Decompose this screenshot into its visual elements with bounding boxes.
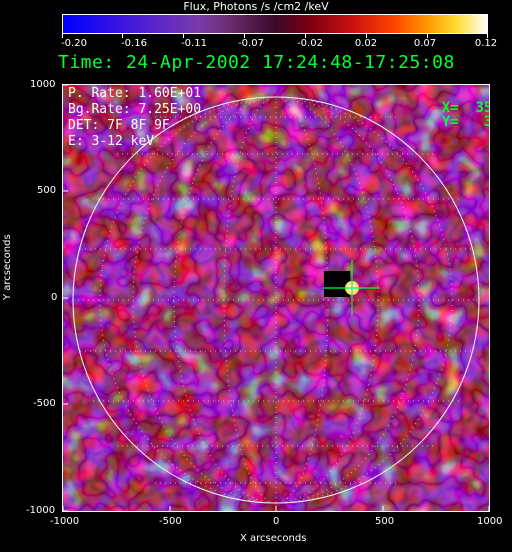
y-tick-label: 500 bbox=[37, 185, 57, 196]
cursor-y-readout: Y= 36 bbox=[408, 98, 490, 146]
colorbar-tick bbox=[305, 34, 306, 38]
solar-image-plot[interactable]: P. Rate: 1.60E+01 Bg.Rate: 7.25E+00 DET:… bbox=[62, 84, 490, 512]
colorbar-tick-label: -0.11 bbox=[181, 38, 207, 49]
y-tick-label: -500 bbox=[33, 398, 56, 409]
energy-range-text: E: 3-12 keV bbox=[68, 134, 155, 149]
colorbar-tick bbox=[122, 34, 123, 38]
colorbar-tick-label: -0.16 bbox=[121, 38, 147, 49]
x-axis-label: X arcseconds bbox=[240, 533, 307, 544]
colorbar-tick bbox=[366, 34, 367, 38]
peak-rate-text: P. Rate: 1.60E+01 bbox=[68, 86, 202, 101]
x-tick-label: 1000 bbox=[477, 516, 503, 527]
x-tick-label: 500 bbox=[375, 516, 395, 527]
y-tick-label: -1000 bbox=[26, 505, 56, 516]
colorbar-tick-label: 0.07 bbox=[413, 38, 437, 49]
colorbar-tick-label: -0.07 bbox=[238, 38, 264, 49]
colorbar-tick bbox=[62, 34, 63, 38]
background-rate-text: Bg.Rate: 7.25E+00 bbox=[68, 102, 202, 117]
y-axis-label: Y arcseconds bbox=[2, 234, 13, 300]
colorbar-tick-label: -0.20 bbox=[61, 38, 87, 49]
colorbar bbox=[62, 14, 488, 34]
y-tick-label: 1000 bbox=[30, 79, 56, 90]
time-range-title: Time: 24-Apr-2002 17:24:48-17:25:08 bbox=[58, 52, 455, 73]
colorbar-tick bbox=[183, 34, 184, 38]
x-tick-label: 0 bbox=[273, 516, 280, 527]
colorbar-title: Flux, Photons /s /cm2 /keV bbox=[183, 0, 329, 13]
colorbar-tick-label: 0.02 bbox=[354, 38, 378, 49]
colorbar-tick bbox=[244, 34, 245, 38]
colorbar-tick bbox=[427, 34, 428, 38]
flare-mask-box bbox=[324, 271, 350, 297]
colorbar-tick-label: 0.12 bbox=[474, 38, 498, 49]
colorbar-tick bbox=[487, 34, 488, 38]
y-tick-label: 0 bbox=[51, 292, 58, 303]
x-tick-label: -500 bbox=[159, 516, 182, 527]
cursor-y-value: 36 bbox=[483, 114, 490, 130]
cursor-y-label: Y= bbox=[441, 114, 459, 130]
colorbar-tick-label: -0.02 bbox=[297, 38, 323, 49]
x-tick-label: -1000 bbox=[50, 516, 80, 527]
detectors-text: DET: 7F 8F 9F bbox=[68, 118, 170, 133]
